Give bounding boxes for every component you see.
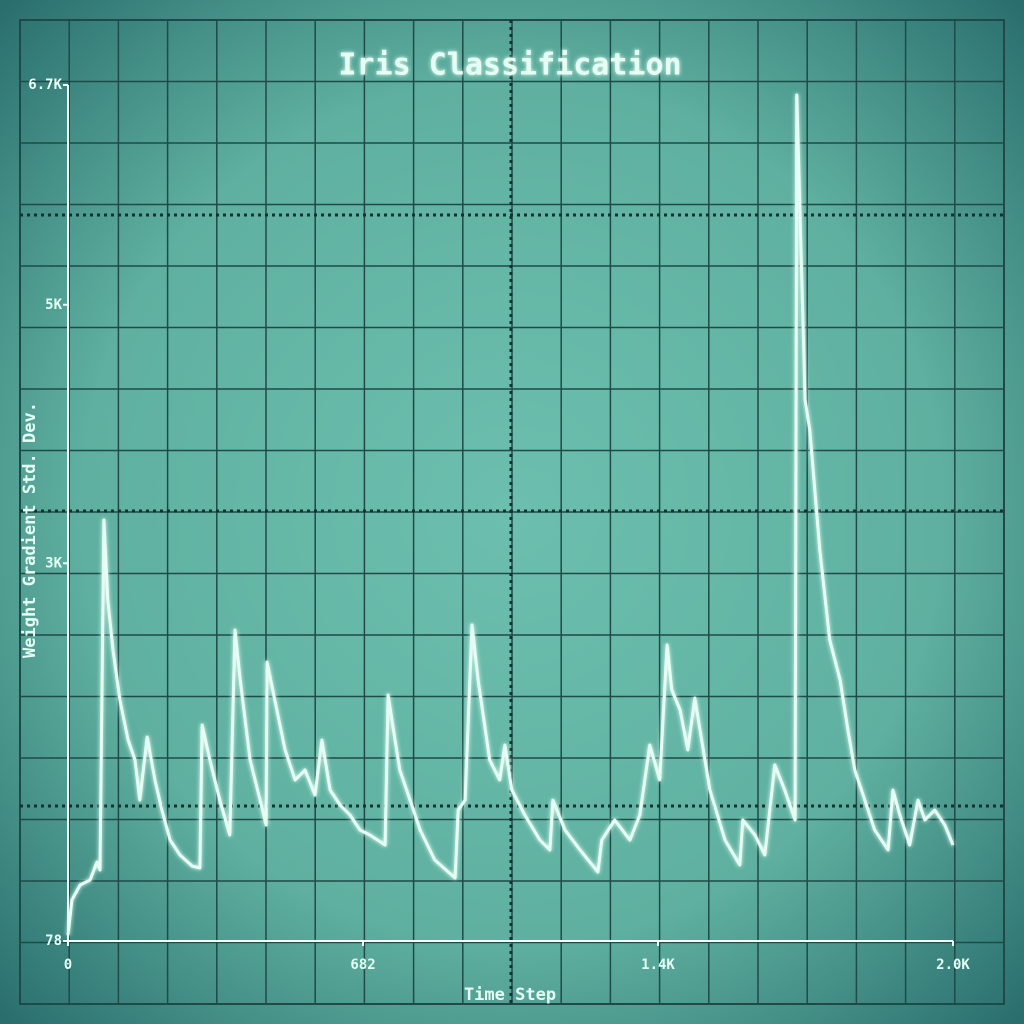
y-tick-label: 5K	[45, 297, 62, 313]
x-tick-label: 2.0K	[936, 957, 970, 973]
x-axis-label: Time Step	[464, 985, 556, 1005]
x-tick-label: 0	[64, 957, 72, 973]
scope-grid	[19, 19, 1005, 1005]
y-axis-label: Weight Gradient Std. Dev.	[20, 402, 40, 658]
y-tick-label: 78	[45, 933, 62, 949]
y-tick-label: 6.7K	[28, 77, 62, 93]
y-tick-label: 3K	[45, 555, 62, 571]
x-tick-label: 1.4K	[641, 957, 675, 973]
chart-title: Iris Classification	[338, 48, 681, 83]
x-tick-label: 682	[350, 957, 375, 973]
data-line	[66, 93, 955, 936]
